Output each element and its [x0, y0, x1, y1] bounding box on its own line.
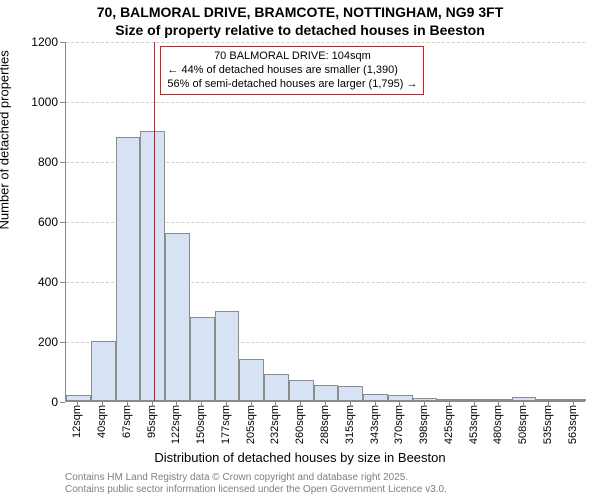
title-line1: 70, BALMORAL DRIVE, BRAMCOTE, NOTTINGHAM… [0, 4, 600, 20]
histogram-bar [215, 311, 240, 401]
xtick-label: 12sqm [71, 405, 83, 438]
histogram-bar [239, 359, 264, 401]
xtick-label: 177sqm [220, 405, 232, 444]
xtick-mark [102, 402, 103, 407]
xtick-label: 260sqm [294, 405, 306, 444]
xtick-mark [573, 402, 574, 407]
xtick-mark [127, 402, 128, 407]
histogram-bar [190, 317, 215, 401]
histogram-bar [561, 399, 586, 401]
histogram-bar [512, 397, 537, 402]
histogram-bar [413, 398, 438, 401]
histogram-bar [165, 233, 190, 401]
histogram-bar [388, 395, 413, 401]
xtick-mark [449, 402, 450, 407]
xtick-label: 150sqm [195, 405, 207, 444]
credits-line2: Contains public sector information licen… [65, 484, 447, 496]
histogram-bar [66, 395, 91, 401]
xtick-label: 205sqm [245, 405, 257, 444]
xtick-label: 122sqm [170, 405, 182, 444]
xtick-mark [176, 402, 177, 407]
ytick-label: 400 [18, 275, 58, 289]
xtick-mark [424, 402, 425, 407]
y-axis-label: Number of detached properties [0, 50, 12, 229]
annotation-line1: 70 BALMORAL DRIVE: 104sqm [167, 50, 417, 64]
xtick-label: 370sqm [393, 405, 405, 444]
xtick-mark [399, 402, 400, 407]
histogram-bar [289, 380, 314, 401]
xtick-label: 563sqm [567, 405, 579, 444]
xtick-label: 398sqm [418, 405, 430, 444]
ytick-label: 600 [18, 215, 58, 229]
ytick-label: 1000 [18, 95, 58, 109]
xtick-label: 425sqm [443, 405, 455, 444]
annotation-line2: ← 44% of detached houses are smaller (1,… [167, 64, 417, 78]
ytick-label: 800 [18, 155, 58, 169]
xtick-mark [474, 402, 475, 407]
histogram-bar [338, 386, 363, 401]
xtick-label: 67sqm [121, 405, 133, 438]
xtick-label: 343sqm [369, 405, 381, 444]
property-marker-line [154, 42, 155, 401]
xtick-mark [152, 402, 153, 407]
gridline-h [66, 42, 585, 43]
credits: Contains HM Land Registry data © Crown c… [65, 472, 447, 496]
ytick-label: 1200 [18, 35, 58, 49]
xtick-label: 40sqm [96, 405, 108, 438]
histogram-bar [462, 399, 487, 401]
xtick-label: 453sqm [468, 405, 480, 444]
plot-area: 70 BALMORAL DRIVE: 104sqm ← 44% of detac… [65, 42, 585, 402]
xtick-label: 95sqm [146, 405, 158, 438]
x-axis-label: Distribution of detached houses by size … [0, 450, 600, 465]
ytick-mark [60, 402, 65, 403]
xtick-mark [300, 402, 301, 407]
ytick-label: 200 [18, 335, 58, 349]
credits-line1: Contains HM Land Registry data © Crown c… [65, 472, 447, 484]
xtick-mark [226, 402, 227, 407]
xtick-mark [548, 402, 549, 407]
histogram-bar [116, 137, 141, 401]
xtick-label: 535sqm [542, 405, 554, 444]
annotation-line3: 56% of semi-detached houses are larger (… [167, 78, 417, 92]
xtick-mark [325, 402, 326, 407]
xtick-mark [498, 402, 499, 407]
xtick-mark [77, 402, 78, 407]
annotation-box: 70 BALMORAL DRIVE: 104sqm ← 44% of detac… [160, 46, 424, 95]
xtick-mark [523, 402, 524, 407]
title-line2: Size of property relative to detached ho… [0, 22, 600, 38]
histogram-bar [314, 385, 339, 402]
histogram-bar [91, 341, 116, 401]
gridline-h [66, 102, 585, 103]
xtick-mark [201, 402, 202, 407]
xtick-mark [251, 402, 252, 407]
histogram-bar [363, 394, 388, 402]
histogram-bar [140, 131, 165, 401]
histogram-bar [264, 374, 289, 401]
xtick-label: 480sqm [492, 405, 504, 444]
histogram-bar [487, 399, 512, 401]
xtick-label: 288sqm [319, 405, 331, 444]
xtick-mark [350, 402, 351, 407]
histogram-bar [536, 399, 561, 401]
xtick-label: 315sqm [344, 405, 356, 444]
xtick-label: 508sqm [517, 405, 529, 444]
chart-container: 70, BALMORAL DRIVE, BRAMCOTE, NOTTINGHAM… [0, 0, 600, 500]
xtick-mark [275, 402, 276, 407]
histogram-bar [437, 399, 462, 401]
ytick-label: 0 [18, 395, 58, 409]
xtick-label: 232sqm [269, 405, 281, 444]
xtick-mark [375, 402, 376, 407]
